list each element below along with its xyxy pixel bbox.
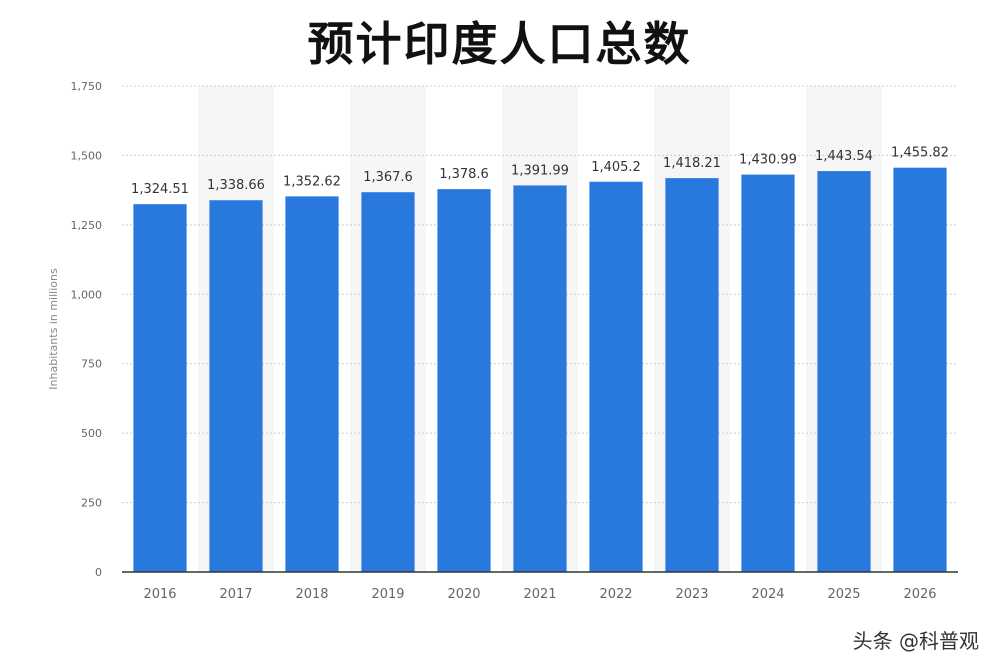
y-tick-label: 750 [81, 358, 102, 371]
x-tick-label: 2020 [447, 587, 480, 602]
bar [589, 181, 643, 572]
x-tick-label: 2023 [675, 587, 708, 602]
x-tick-label: 2021 [523, 587, 556, 602]
value-label: 1,352.62 [283, 174, 341, 189]
x-tick-label: 2026 [903, 587, 936, 602]
x-tick-label: 2016 [143, 587, 176, 602]
y-tick-label: 0 [95, 566, 102, 579]
value-label: 1,418.21 [663, 156, 721, 171]
y-tick-label: 1,750 [71, 80, 103, 93]
x-axis: 2016 2017 2018 2019 2020 2021 2022 2023 2024 2025… [122, 571, 958, 602]
value-label: 1,405.2 [591, 160, 641, 175]
value-labels: 1,324.51 1,338.66 1,352.62 1,367.6 1,378.6 1,… [131, 146, 949, 197]
bar [133, 204, 187, 572]
x-tick-label: 2019 [371, 587, 404, 602]
y-tick-label: 1,250 [71, 219, 103, 232]
x-tick-label: 2024 [751, 587, 784, 602]
bar [437, 189, 491, 573]
bar [665, 178, 719, 572]
y-tick-label: 1,000 [71, 288, 103, 301]
y-tick-label: 250 [81, 497, 102, 510]
value-label: 1,367.6 [363, 170, 413, 185]
value-label: 1,443.54 [815, 149, 873, 164]
watermark: 头条 @科普观 [852, 629, 979, 653]
value-label: 1,391.99 [511, 163, 569, 178]
value-label: 1,430.99 [739, 153, 797, 168]
bar [741, 174, 795, 572]
y-axis: 0 250 500 750 1,000 1,250 1,500 1,750 [71, 80, 103, 579]
x-tick-label: 2025 [827, 587, 860, 602]
value-label: 1,378.6 [439, 167, 489, 182]
bar [361, 192, 415, 572]
bar [209, 200, 263, 573]
chart-title: 预计印度人口总数 [307, 17, 692, 71]
y-axis-label: Inhabitants in millions [47, 268, 60, 390]
bar [893, 167, 947, 572]
value-label: 1,338.66 [207, 178, 265, 193]
x-tick-label: 2017 [219, 587, 252, 602]
bar [513, 185, 567, 572]
y-tick-label: 500 [81, 427, 102, 440]
value-label: 1,455.82 [891, 146, 949, 161]
y-tick-label: 1,500 [71, 149, 103, 162]
x-tick-label: 2022 [599, 587, 632, 602]
bar [285, 196, 339, 573]
value-label: 1,324.51 [131, 182, 189, 197]
x-tick-label: 2018 [295, 587, 328, 602]
bars [133, 167, 947, 573]
bar [817, 171, 871, 572]
